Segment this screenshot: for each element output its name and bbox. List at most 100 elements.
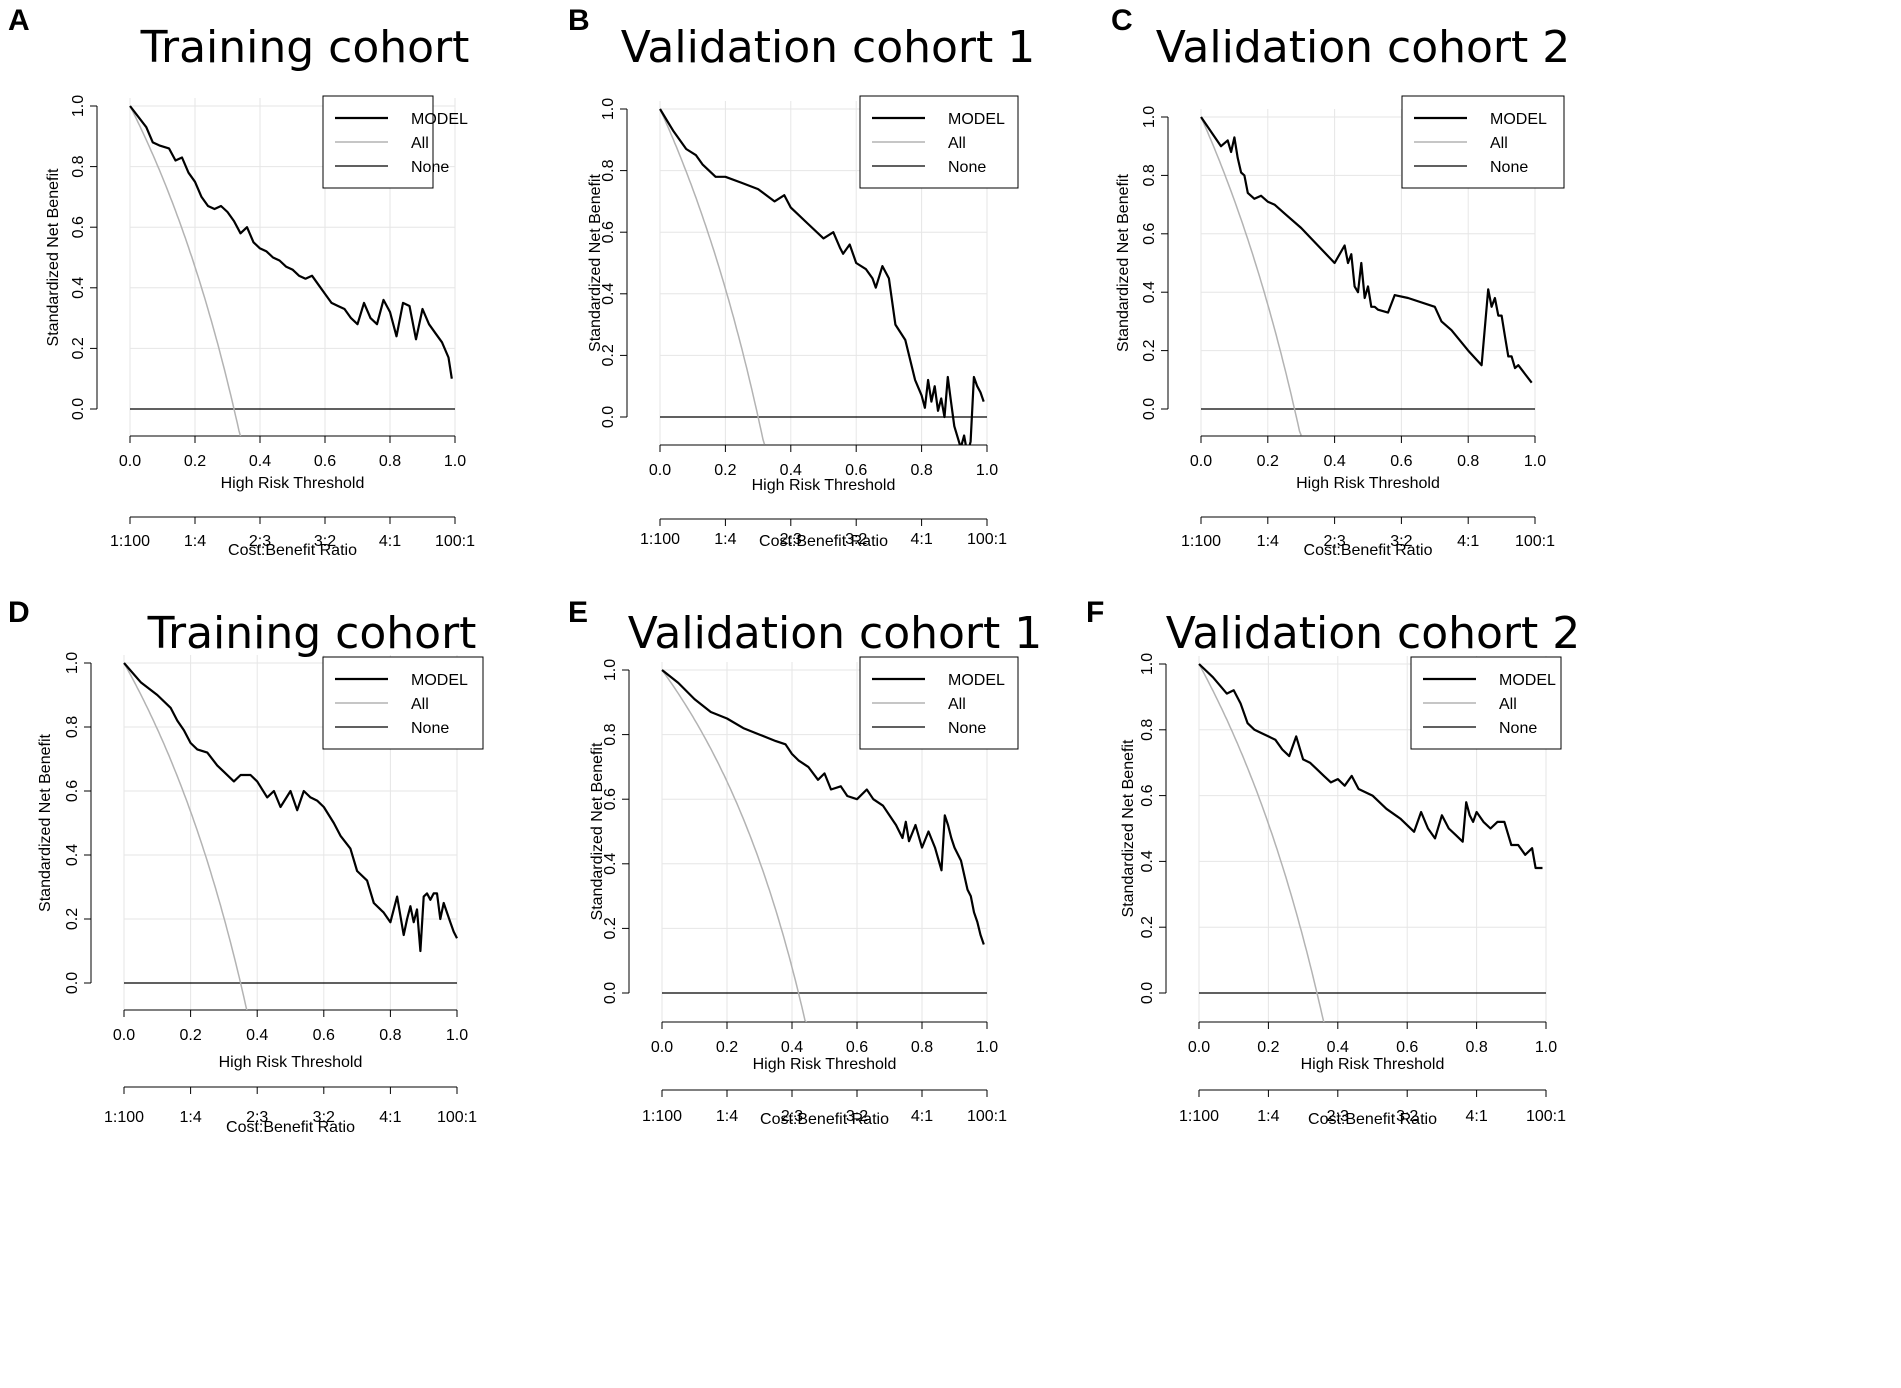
series-model-curve (1200, 116, 1533, 384)
series-model-curve (659, 108, 985, 445)
cost-benefit-axis: 1:100 1:4 2:3 3:2 4:1 100:1 Cost:Benefit Ratio (640, 518, 1007, 550)
panel-letter: A (8, 4, 30, 37)
legend: MODEL All None (322, 95, 468, 189)
cost-benefit-tick-label: 100:1 (1526, 1108, 1566, 1125)
legend-label-none: None (1490, 159, 1528, 176)
legend: MODEL All None (859, 656, 1019, 750)
x-tick-label: 0.2 (1257, 1039, 1279, 1056)
legend-label-model: MODEL (411, 111, 468, 128)
y-tick-label: 0.4 (70, 277, 87, 299)
x-tick-label: 0.2 (179, 1027, 201, 1044)
y-axis: 0.0 0.2 0.4 0.6 0.8 1.0 Standardized Net Benef… (1115, 106, 1169, 420)
panel-e: E Validation cohort 1 0.0 0.2 0.4 0.6 0.8 1.0 St… (568, 596, 1042, 1128)
series-model-curve (1198, 663, 1543, 870)
cost-benefit-tick-label: 3:2 (1396, 1108, 1418, 1125)
y-tick-label: 0.6 (1141, 223, 1158, 245)
cost-benefit-tick-label: 4:1 (379, 533, 401, 550)
series-all-curve (1198, 663, 1325, 1022)
y-tick-label: 0.6 (70, 216, 87, 238)
x-tick-label: 0.0 (119, 453, 141, 470)
x-tick-label: 1.0 (444, 453, 466, 470)
cost-benefit-tick-label: 2:3 (1327, 1108, 1349, 1125)
x-tick-label: 0.2 (714, 462, 736, 479)
legend-label-none: None (1499, 720, 1537, 737)
legend-label-model: MODEL (411, 672, 468, 689)
x-tick-label: 0.0 (651, 1039, 673, 1056)
cost-benefit-axis-label: Cost:Benefit Ratio (1308, 1111, 1437, 1128)
y-tick-label: 0.2 (1141, 339, 1158, 361)
legend-label-all: All (1490, 135, 1508, 152)
y-tick-label: 0.6 (600, 221, 617, 243)
y-tick-label: 0.4 (600, 283, 617, 305)
x-tick-label: 0.6 (1396, 1039, 1418, 1056)
legend: MODEL All None (322, 656, 484, 750)
y-tick-label: 0.8 (70, 155, 87, 177)
x-axis-label: High Risk Threshold (1296, 475, 1440, 492)
y-tick-label: 0.0 (600, 406, 617, 428)
panel-c: C Validation cohort 2 0.0 0.2 0.4 0.6 0.8 1.0 St… (1111, 4, 1570, 559)
panel-letter: E (568, 596, 588, 629)
legend-label-none: None (411, 720, 449, 737)
cost-benefit-tick-label: 100:1 (967, 531, 1007, 548)
x-tick-label: 0.8 (379, 1027, 401, 1044)
y-axis: 0.0 0.2 0.4 0.6 0.8 1.0 Standardized Net Benef… (587, 98, 628, 428)
series-all-curve (129, 105, 242, 436)
series-all-curve (659, 108, 766, 445)
chart-title: Validation cohort 1 (628, 608, 1043, 659)
cost-benefit-axis-label: Cost:Benefit Ratio (226, 1119, 355, 1136)
series-model-curve (129, 105, 453, 379)
x-tick-label: 0.0 (113, 1027, 135, 1044)
legend-label-model: MODEL (948, 672, 1005, 689)
chart-title: Training cohort (140, 22, 470, 73)
legend-label-all: All (1499, 696, 1517, 713)
y-axis: 0.0 0.2 0.4 0.6 0.8 1.0 Standardized Net Benef… (37, 652, 92, 994)
panel-letter: F (1086, 596, 1104, 629)
x-tick-label: 0.4 (249, 453, 271, 470)
panel-d: D Training cohort 0.0 0.2 0.4 0.6 0.8 1.0 Standa… (8, 596, 484, 1136)
x-tick-label: 0.6 (1390, 453, 1412, 470)
cost-benefit-axis-label: Cost:Benefit Ratio (760, 1111, 889, 1128)
x-axis-label: High Risk Threshold (1301, 1056, 1445, 1073)
y-tick-label: 1.0 (70, 95, 87, 117)
legend-label-all: All (948, 135, 966, 152)
y-tick-label: 0.2 (70, 337, 87, 359)
panel-letter: D (8, 596, 30, 629)
y-axis-label: Standardized Net Benefit (45, 168, 62, 346)
y-tick-label: 1.0 (602, 659, 619, 681)
legend-label-none: None (948, 720, 986, 737)
x-tick-label: 0.8 (1457, 453, 1479, 470)
cost-benefit-axis: 1:100 1:4 2:3 3:2 4:1 100:1 Cost:Benefit Ratio (1179, 1089, 1566, 1128)
y-tick-label: 0.0 (70, 398, 87, 420)
legend-label-model: MODEL (948, 111, 1005, 128)
cost-benefit-tick-label: 100:1 (1515, 533, 1555, 550)
legend-label-none: None (948, 159, 986, 176)
panel-a: A Training cohort 0.0 0.2 0.4 0.6 0.8 1.0 Standa… (8, 4, 475, 559)
chart-title: Training cohort (147, 608, 477, 659)
legend-label-model: MODEL (1490, 111, 1547, 128)
y-axis-label: Standardized Net Benefit (37, 734, 54, 912)
cost-benefit-tick-label: 100:1 (435, 533, 475, 550)
cost-benefit-axis: 1:100 1:4 2:3 3:2 4:1 100:1 Cost:Benefit Ratio (642, 1089, 1007, 1128)
panel-letter: C (1111, 4, 1133, 37)
y-tick-label: 1.0 (1141, 106, 1158, 128)
y-tick-label: 0.6 (602, 788, 619, 810)
x-axis: 0.0 0.2 0.4 0.6 0.8 1.0 High Risk Threshold (119, 435, 466, 492)
x-axis-label: High Risk Threshold (752, 477, 896, 494)
x-tick-label: 0.0 (1188, 1039, 1210, 1056)
x-tick-label: 1.0 (1524, 453, 1546, 470)
cost-benefit-tick-label: 4:1 (910, 531, 932, 548)
cost-benefit-tick-label: 3:2 (313, 1109, 335, 1126)
legend-label-model: MODEL (1499, 672, 1556, 689)
chart-title: Validation cohort 2 (1156, 22, 1571, 73)
y-tick-label: 0.6 (1139, 784, 1156, 806)
x-tick-label: 0.8 (910, 462, 932, 479)
chart-title: Validation cohort 2 (1166, 608, 1581, 659)
panel-f: F Validation cohort 2 0.0 0.2 0.4 0.6 0.8 1.0 St… (1086, 596, 1580, 1128)
legend-label-all: All (411, 696, 429, 713)
cost-benefit-tick-label: 1:4 (714, 531, 736, 548)
panel-letter: B (568, 4, 590, 37)
cost-benefit-tick-label: 4:1 (911, 1108, 933, 1125)
y-tick-label: 0.8 (64, 716, 81, 738)
legend: MODEL All None (859, 95, 1019, 189)
cost-benefit-axis-label: Cost:Benefit Ratio (1304, 542, 1433, 559)
